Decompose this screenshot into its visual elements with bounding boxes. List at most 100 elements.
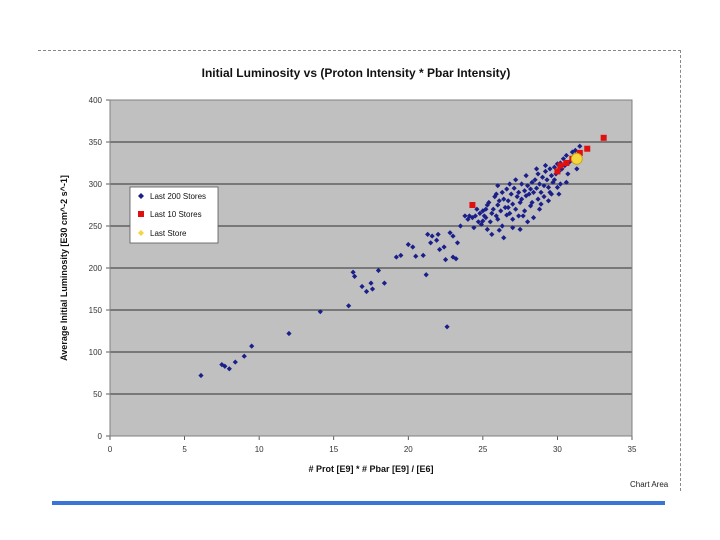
- y-tick-label: 400: [89, 96, 103, 105]
- data-point-last-200-stores: [522, 188, 528, 194]
- data-point-last-200-stores: [381, 280, 388, 286]
- data-point-last-200-stores: [545, 184, 552, 190]
- data-point-last-200-stores: [393, 254, 399, 260]
- data-point-last-200-stores: [428, 240, 434, 246]
- data-point-last-200-stores: [483, 206, 489, 212]
- footer-accent-bar: [52, 501, 665, 505]
- data-point-last-200-stores: [542, 168, 549, 174]
- data-point-last-200-stores: [462, 213, 468, 219]
- data-point-last-200-stores: [232, 359, 238, 365]
- data-point-last-200-stores: [359, 283, 365, 290]
- data-point-last-200-stores: [484, 226, 490, 232]
- data-point-last-200-stores: [533, 166, 540, 172]
- y-tick-label: 0: [98, 432, 103, 441]
- data-point-last-200-stores: [454, 240, 461, 246]
- data-point-last-200-stores: [368, 280, 374, 286]
- data-point-last-200-stores: [563, 152, 569, 159]
- data-point-last-200-stores: [569, 149, 575, 155]
- data-point-last-200-stores: [539, 174, 546, 180]
- chart-title: Initial Luminosity vs (Proton Intensity …: [202, 66, 511, 80]
- data-point-last-200-stores: [510, 201, 516, 207]
- data-point-last-200-stores: [219, 362, 225, 368]
- data-point-last-200-stores: [505, 198, 511, 204]
- data-point-last-200-stores: [495, 183, 501, 189]
- data-point-last-200-stores: [472, 213, 478, 219]
- data-point-last-200-stores: [535, 171, 541, 177]
- data-point-last-200-stores: [469, 215, 476, 221]
- data-point-last-200-stores: [542, 162, 549, 169]
- data-point-last-10-stores: [554, 168, 561, 175]
- data-point-last-200-stores: [498, 208, 504, 214]
- data-point-last-200-stores: [530, 189, 537, 195]
- data-point-last-200-stores: [557, 181, 564, 187]
- chart-frame: [38, 50, 681, 491]
- legend-marker-last-200-stores: [138, 193, 144, 199]
- data-point-last-200-stores: [507, 210, 513, 216]
- data-point-last-200-stores: [457, 223, 464, 229]
- data-point-last-200-stores: [517, 226, 523, 232]
- x-tick-label: 10: [255, 445, 264, 454]
- data-point-last-200-stores: [398, 252, 404, 258]
- data-point-last-200-stores: [486, 199, 492, 206]
- data-point-last-200-stores: [483, 215, 489, 221]
- chart-area-label: Chart Area: [630, 480, 669, 489]
- y-tick-label: 350: [89, 138, 103, 147]
- axis-ticks: 0 50 100 150 200 250 300 350 400 0 5 10 15 20 25 30 35: [89, 96, 637, 454]
- data-point-last-200-stores: [523, 173, 529, 179]
- data-point-last-200-stores: [475, 219, 481, 225]
- data-point-last-200-stores: [493, 213, 499, 219]
- data-point-last-200-stores: [450, 233, 456, 239]
- data-point-last-200-stores: [508, 191, 514, 197]
- legend-marker-last-store: [138, 230, 144, 236]
- data-point-last-200-stores: [437, 246, 443, 253]
- data-point-last-200-stores: [495, 216, 501, 222]
- data-point-last-200-stores: [541, 183, 547, 189]
- x-tick-label: 20: [404, 445, 413, 454]
- legend-marker-last-10-stores: [138, 211, 144, 217]
- data-point-last-200-stores: [529, 199, 535, 206]
- data-point-last-200-stores: [477, 210, 483, 216]
- data-point-last-10-stores: [563, 160, 570, 166]
- data-point-last-200-stores: [490, 206, 496, 212]
- data-point-last-200-stores: [504, 212, 510, 218]
- x-tick-label: 30: [553, 445, 562, 454]
- data-point-last-200-stores: [351, 273, 358, 279]
- data-point-last-200-stores: [346, 303, 352, 309]
- data-point-last-200-stores: [548, 173, 555, 179]
- data-point-last-200-stores: [536, 181, 543, 187]
- data-point-last-200-stores: [526, 191, 532, 197]
- data-point-last-200-stores: [541, 194, 547, 200]
- data-point-last-200-stores: [513, 206, 519, 212]
- data-point-last-200-stores: [565, 171, 571, 177]
- data-point-last-200-stores: [425, 231, 431, 237]
- data-point-last-200-stores: [511, 185, 517, 191]
- data-point-last-200-stores: [447, 230, 453, 236]
- data-point-last-200-stores: [241, 353, 247, 359]
- x-tick-label: 35: [628, 445, 637, 454]
- x-axis-label: # Prot [E9] * # Pbar [E9] / [E6]: [308, 464, 433, 474]
- data-point-last-200-stores: [495, 202, 501, 208]
- data-point-last-200-stores: [410, 244, 416, 250]
- data-point-last-200-stores: [525, 183, 531, 189]
- data-point-last-10-stores: [557, 162, 564, 169]
- data-point-last-200-stores: [530, 215, 537, 221]
- data-point-last-200-stores: [510, 216, 516, 222]
- grid-lines: [110, 141, 632, 395]
- legend-label-last-10-stores: Last 10 Stores: [150, 210, 202, 219]
- x-tick-label: 0: [108, 445, 113, 454]
- data-point-last-200-stores: [442, 257, 449, 263]
- data-point-last-200-stores: [499, 223, 505, 229]
- data-point-last-200-stores: [487, 219, 493, 225]
- data-point-last-200-stores: [499, 189, 505, 195]
- y-tick-label: 300: [89, 180, 103, 189]
- x-tick-label: 15: [329, 445, 338, 454]
- data-point-last-200-stores: [574, 166, 580, 172]
- y-axis-label: Average Initial Luminosity [E30 cm^-2 s^…: [59, 175, 69, 361]
- x-tick-label: 25: [478, 445, 487, 454]
- data-point-last-10-stores: [576, 149, 583, 156]
- y-tick-label: 100: [89, 348, 103, 357]
- data-point-last-200-stores: [538, 201, 544, 207]
- data-point-last-200-stores: [489, 210, 495, 216]
- data-point-last-200-stores: [547, 166, 553, 172]
- data-point-last-200-stores: [405, 241, 411, 248]
